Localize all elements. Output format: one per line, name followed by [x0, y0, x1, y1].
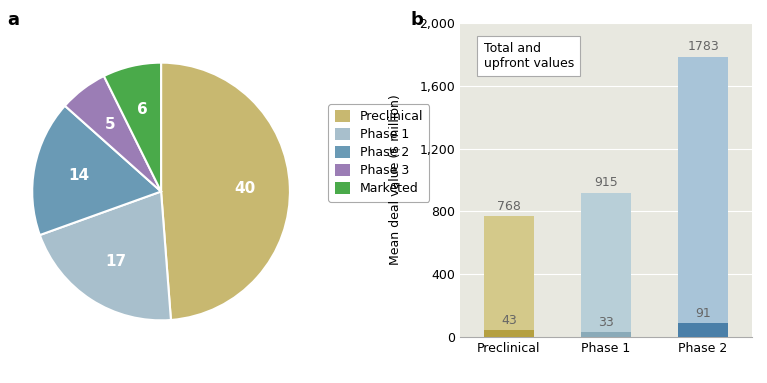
- Text: 17: 17: [105, 254, 126, 269]
- Text: a: a: [8, 11, 20, 29]
- Text: b: b: [410, 11, 423, 29]
- Bar: [483, 330, 534, 337]
- Wedge shape: [65, 76, 161, 192]
- Text: 91: 91: [695, 307, 711, 319]
- Text: 1783: 1783: [687, 40, 719, 53]
- Text: 14: 14: [68, 168, 90, 183]
- Text: 5: 5: [105, 117, 116, 133]
- Wedge shape: [161, 63, 290, 320]
- Bar: [581, 332, 631, 337]
- Legend: Preclinical, Phase 1, Phase 2, Phase 3, Marketed: Preclinical, Phase 1, Phase 2, Phase 3, …: [328, 104, 430, 201]
- Text: 915: 915: [594, 177, 617, 190]
- Text: 33: 33: [598, 316, 614, 329]
- Wedge shape: [40, 192, 171, 320]
- Bar: [483, 216, 534, 337]
- Text: 6: 6: [137, 102, 147, 118]
- Text: 768: 768: [497, 200, 521, 213]
- Wedge shape: [32, 106, 161, 235]
- Wedge shape: [104, 63, 161, 192]
- Bar: [581, 193, 631, 337]
- Text: 40: 40: [234, 181, 255, 196]
- Text: 43: 43: [501, 314, 517, 327]
- Bar: [678, 323, 729, 337]
- Text: Total and
upfront values: Total and upfront values: [483, 42, 574, 70]
- Y-axis label: Mean deal value ($ million): Mean deal value ($ million): [389, 95, 402, 265]
- Bar: [678, 57, 729, 337]
